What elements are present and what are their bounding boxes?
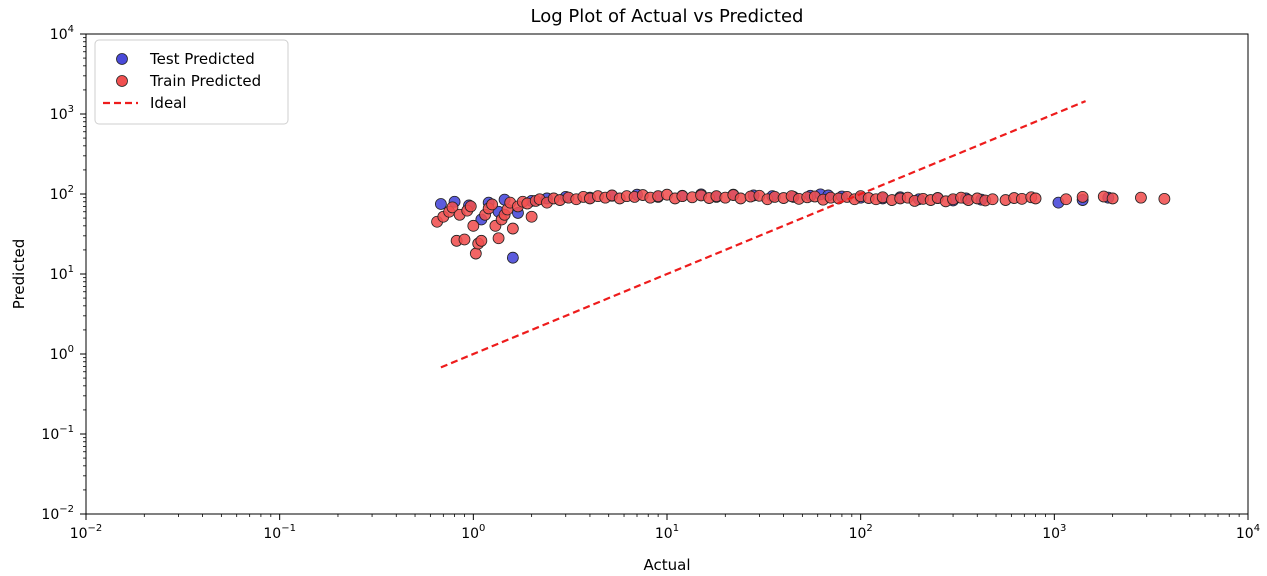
y-tick-label: 104 — [50, 24, 74, 43]
train-point — [1029, 192, 1042, 205]
train-point — [486, 198, 499, 211]
plot-area: 10−2 10−1 100 101 102 103 104 10−2 10−1 100 101 102… — [41, 24, 1260, 542]
test-point — [434, 198, 447, 210]
x-tick-label: 10−1 — [263, 523, 296, 542]
x-tick-label: 102 — [849, 523, 873, 542]
x-tick-label: 101 — [655, 523, 679, 542]
train-point — [1076, 190, 1089, 203]
test-point — [506, 251, 519, 264]
legend-entry: Train Predicted — [149, 72, 261, 90]
legend-marker-test — [116, 53, 128, 65]
y-tick-label: 10−1 — [41, 424, 74, 443]
train-point — [506, 222, 519, 235]
train-point — [458, 233, 471, 246]
legend-entry: Ideal — [150, 94, 187, 112]
train-point — [492, 232, 505, 245]
train-point — [1158, 192, 1171, 205]
y-tick-label: 103 — [50, 104, 74, 123]
train-point — [1106, 192, 1119, 205]
legend-marker-train — [116, 75, 128, 87]
ideal-line — [440, 100, 1087, 369]
y-tick-label: 10−2 — [41, 504, 74, 523]
x-axis-label: Actual — [644, 556, 691, 574]
x-tick-label: 104 — [1236, 523, 1260, 542]
y-tick-label: 101 — [50, 264, 74, 283]
train-point — [464, 200, 477, 213]
train-point — [1060, 193, 1072, 206]
train-point — [676, 190, 689, 203]
legend-box — [94, 39, 289, 125]
train-point — [986, 193, 999, 206]
train-point — [475, 234, 488, 247]
x-tick-label: 100 — [461, 523, 485, 542]
x-tick-label: 10−2 — [70, 523, 103, 542]
train-point — [467, 219, 480, 232]
train-point — [525, 210, 538, 223]
train-point — [734, 192, 747, 205]
y-tick-label: 102 — [50, 184, 74, 203]
x-tick-label: 103 — [1042, 523, 1066, 542]
y-axis-label: Predicted — [10, 239, 28, 309]
train-point — [1135, 191, 1147, 204]
legend-entry: Test Predicted — [149, 50, 255, 68]
y-tick-label: 100 — [50, 344, 74, 363]
train-point — [446, 201, 459, 214]
train-point — [469, 247, 482, 260]
chart-title: Log Plot of Actual vs Predicted — [531, 6, 804, 27]
